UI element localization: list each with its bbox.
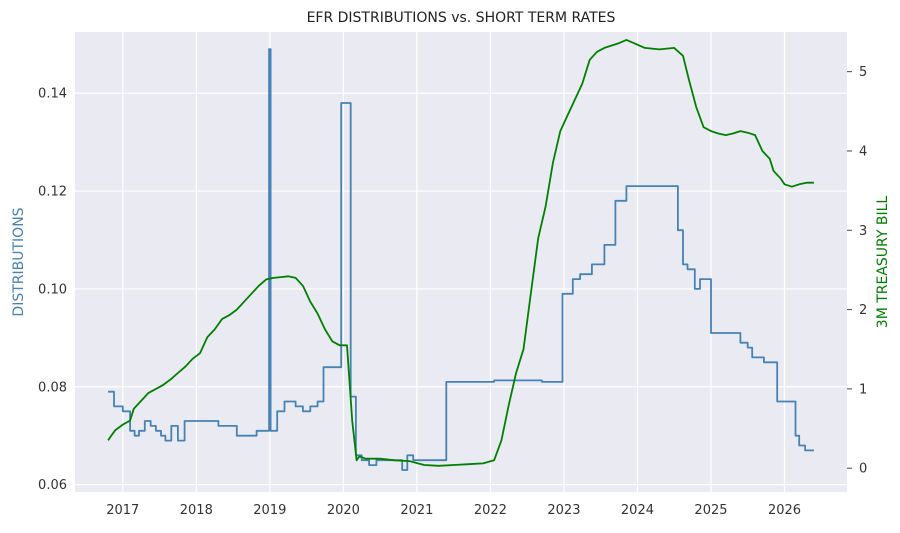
right-y-tick-label: 3 xyxy=(859,224,867,239)
right-y-tick-label: 2 xyxy=(859,303,867,318)
left-y-tick-label: 0.06 xyxy=(38,478,67,493)
grid xyxy=(75,32,847,492)
distributions-series-line xyxy=(108,48,814,471)
right-y-tick-label: 4 xyxy=(859,144,867,159)
x-tick-label: 2023 xyxy=(547,503,580,518)
left-y-tick-label: 0.10 xyxy=(38,282,67,297)
left-axis-label: DISTRIBUTIONS xyxy=(11,207,27,316)
left-axis-ticks: 0.06 0.08 0.10 0.12 0.14 xyxy=(38,87,67,493)
treasury-series-line xyxy=(107,39,814,467)
left-y-tick-label: 0.12 xyxy=(38,185,67,200)
right-y-tick-label: 0 xyxy=(859,462,867,477)
x-tick-label: 2017 xyxy=(106,503,139,518)
x-tick-label: 2020 xyxy=(327,503,360,518)
x-tick-label: 2022 xyxy=(474,503,507,518)
plot-background xyxy=(75,32,847,492)
x-tick-label: 2018 xyxy=(180,503,213,518)
x-tick-label: 2025 xyxy=(694,503,727,518)
series-layer xyxy=(107,39,814,471)
x-tick-label: 2026 xyxy=(768,503,801,518)
x-tick-label: 2024 xyxy=(621,503,654,518)
right-axis-ticks: 0 1 2 3 4 5 xyxy=(847,65,867,477)
left-y-tick-label: 0.08 xyxy=(38,380,67,395)
right-y-tick-label: 5 xyxy=(859,65,867,80)
x-tick-label: 2019 xyxy=(253,503,286,518)
left-y-tick-label: 0.14 xyxy=(38,87,67,102)
x-axis-ticks: 2017 2018 2019 2020 2021 2022 2023 2024 2025 2026 xyxy=(106,503,801,518)
chart-title: EFR DISTRIBUTIONS vs. SHORT TERM RATES xyxy=(307,10,616,26)
x-tick-label: 2021 xyxy=(400,503,433,518)
right-y-tick-label: 1 xyxy=(859,382,867,397)
right-axis-label: 3M TREASURY BILL xyxy=(875,196,891,329)
